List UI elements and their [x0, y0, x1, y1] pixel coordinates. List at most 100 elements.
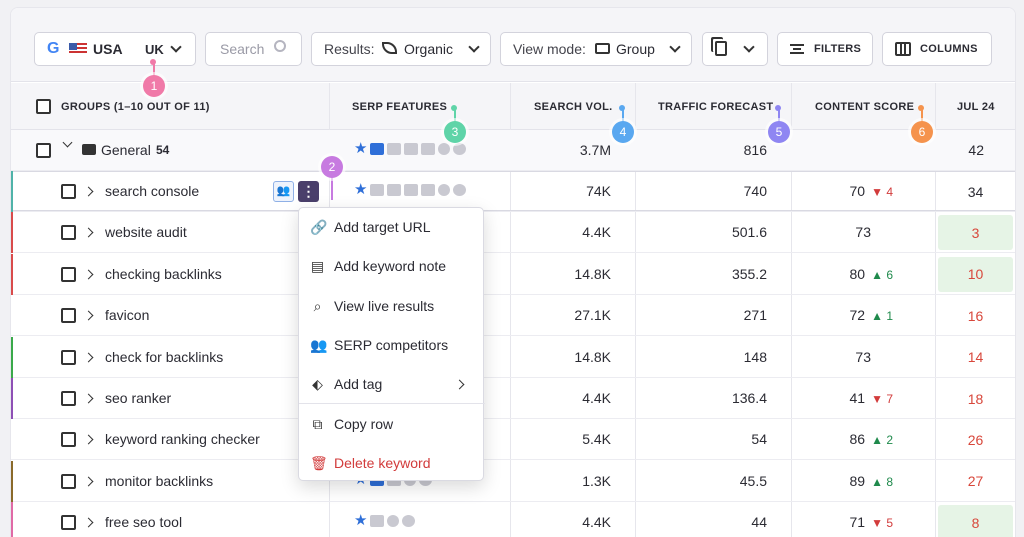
chevron-right-icon[interactable]: [83, 393, 94, 404]
chevron-down-icon[interactable]: [62, 137, 73, 148]
position-cell[interactable]: 3: [938, 215, 1013, 251]
position-cell[interactable]: 27: [938, 464, 1013, 499]
viewmode-selector[interactable]: View mode: Group: [500, 32, 692, 66]
position-value: 34: [967, 183, 984, 200]
coin-icon: [453, 143, 467, 155]
callout-dot: [619, 105, 625, 111]
header-groups[interactable]: GROUPS (1–10 OUT OF 11): [61, 100, 210, 113]
keyword-text[interactable]: keyword ranking checker: [105, 431, 260, 448]
serp-features: ★: [354, 512, 416, 530]
chevron-right-icon[interactable]: [83, 227, 94, 238]
search-volume: 1.3K: [582, 472, 611, 489]
position-cell[interactable]: 18: [938, 381, 1013, 416]
callout-badge-2: 2: [321, 156, 343, 178]
callout-dot: [918, 105, 924, 111]
star-icon: ★: [354, 140, 368, 157]
header-date[interactable]: JUL 24: [957, 100, 995, 113]
group-row[interactable]: General 54 ★ 3.7M 816 42: [11, 130, 1015, 171]
row-checkbox[interactable]: [61, 349, 76, 365]
header-content-score[interactable]: CONTENT SCORE: [815, 100, 915, 113]
score-change: ▼ 7: [871, 392, 893, 406]
menu-item-copy-row[interactable]: ⧉ Copy row: [299, 405, 485, 444]
results-selector[interactable]: Results: Organic: [311, 32, 491, 66]
row-checkbox[interactable]: [61, 473, 76, 489]
score-value: 73: [855, 224, 871, 241]
score-change: ▲ 8: [871, 474, 893, 489]
search-box[interactable]: Search: [205, 32, 302, 66]
row-checkbox[interactable]: [61, 308, 76, 324]
keyword-text[interactable]: free seo tool: [105, 514, 183, 531]
chevron-right-icon[interactable]: [83, 310, 94, 321]
row-checkbox[interactable]: [61, 225, 76, 241]
chevron-right-icon[interactable]: [83, 269, 94, 280]
search-input[interactable]: Search: [220, 41, 265, 57]
position-cell[interactable]: 34: [938, 174, 1013, 209]
position-cell[interactable]: 26: [938, 422, 1013, 457]
tag-icon: ⬖: [312, 376, 323, 392]
position-cell[interactable]: 16: [938, 298, 1013, 333]
position-value: 27: [967, 473, 984, 490]
score-value: 80: [849, 265, 866, 282]
row-checkbox[interactable]: [61, 184, 76, 199]
menu-item-serp-competitors[interactable]: 👥 SERP competitors: [299, 326, 485, 365]
menu-item-add-tag[interactable]: ⬖ Add tag: [299, 365, 485, 404]
menu-item-delete-keyword[interactable]: 🗑 Delete keyword: [299, 444, 485, 483]
keyword-text[interactable]: website audit: [105, 224, 187, 241]
copy-menu-button[interactable]: [702, 32, 768, 66]
menu-item-view-live-results[interactable]: ⌕ View live results: [299, 287, 485, 326]
table-row[interactable]: search console 👥 ⋮ ★ 74K 740 70 ▼ 4 34: [11, 171, 1015, 212]
competitors-icon: 👥: [310, 337, 328, 353]
row-accent: [11, 212, 13, 254]
more-options-button[interactable]: ⋮: [298, 181, 319, 202]
chevron-right-icon[interactable]: [83, 476, 94, 487]
group-checkbox[interactable]: [36, 143, 51, 158]
position-cell[interactable]: 8: [938, 505, 1013, 537]
keyword-text[interactable]: favicon: [105, 307, 150, 324]
score-change-value: 7: [886, 392, 893, 406]
select-all-checkbox[interactable]: [36, 99, 51, 114]
menu-item-add-target-url[interactable]: 🔗 Add target URL: [299, 208, 485, 247]
keyword-text[interactable]: monitor backlinks: [105, 472, 214, 489]
keyword-text[interactable]: search console: [105, 183, 200, 199]
star-icon: ★: [354, 512, 368, 530]
filter-icon: [790, 44, 804, 54]
row-checkbox[interactable]: [61, 266, 76, 282]
keyword-text[interactable]: seo ranker: [105, 390, 172, 406]
video-icon: [370, 184, 385, 196]
chevron-right-icon[interactable]: [83, 434, 94, 445]
country-selector[interactable]: G USA UK: [34, 32, 196, 66]
row-checkbox[interactable]: [61, 515, 76, 531]
keyword-text[interactable]: checking backlinks: [105, 265, 222, 282]
row-checkbox[interactable]: [61, 432, 76, 448]
chevron-right-icon[interactable]: [83, 186, 94, 197]
keyword-text[interactable]: check for backlinks: [105, 348, 224, 365]
header-serp-features[interactable]: SERP FEATURES: [352, 100, 448, 113]
language-label: UK: [145, 42, 164, 57]
chevron-right-icon[interactable]: [83, 352, 94, 363]
traffic-forecast: 271: [743, 307, 767, 324]
position-value: 16: [967, 307, 984, 324]
sitelinks-icon: [438, 143, 451, 155]
menu-item-label: Add tag: [334, 376, 383, 392]
header-search-volume[interactable]: SEARCH VOL.: [534, 100, 613, 113]
competitors-icon[interactable]: 👥: [273, 181, 294, 202]
menu-item-add-keyword-note[interactable]: ▤ Add keyword note: [299, 247, 485, 286]
table-row[interactable]: free seo tool ★ 4.4K 44 71 ▼ 5 8: [11, 502, 1015, 537]
filters-button[interactable]: FILTERS: [777, 32, 873, 66]
results-value: Organic: [404, 41, 454, 57]
columns-button[interactable]: COLUMNS: [882, 32, 992, 66]
position-cell[interactable]: 14: [938, 340, 1013, 375]
row-checkbox[interactable]: [61, 391, 76, 406]
chevron-right-icon[interactable]: [83, 517, 94, 528]
header-traffic-forecast[interactable]: TRAFFIC FORECAST: [658, 100, 774, 113]
search-volume: 74K: [586, 183, 611, 199]
callout-dot: [150, 59, 156, 65]
position-cell[interactable]: 10: [938, 256, 1013, 292]
